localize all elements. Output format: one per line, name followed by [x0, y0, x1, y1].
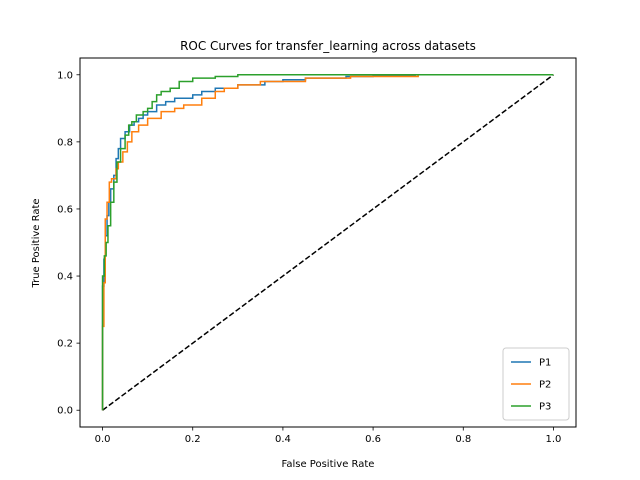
legend-box: [502, 347, 570, 421]
x-tick-label: 0.6: [365, 434, 381, 445]
x-tick-label: 0.0: [95, 434, 111, 445]
chart-title: ROC Curves for transfer_learning across …: [180, 39, 476, 53]
ticks: 0.0 0.2 0.4 0.6 0.8 1.0 0.0 0.2 0.4 0.6 0.8 1.0: [57, 70, 561, 445]
x-tick-label: 0.2: [185, 434, 201, 445]
x-tick-label: 0.4: [275, 434, 291, 445]
roc-curve-p2: [101, 74, 554, 411]
y-tick-label: 0.4: [57, 272, 73, 283]
x-axis-label: False Positive Rate: [282, 459, 375, 470]
y-axis-label: True Positive Rate: [31, 198, 42, 288]
y-tick-label: 0.6: [57, 204, 73, 215]
x-tick-label: 0.8: [455, 434, 471, 445]
legend: P1 P2 P3: [502, 347, 570, 421]
y-tick-label: 0.2: [57, 339, 73, 350]
axes-frame: [79, 57, 577, 428]
legend-label-p1: P1: [539, 358, 551, 369]
legend-label-p3: P3: [539, 402, 551, 413]
x-tick-label: 1.0: [546, 434, 562, 445]
y-tick-label: 0.0: [57, 406, 73, 417]
roc-curve-p3: [101, 74, 554, 411]
chance-diagonal: [102, 74, 554, 411]
y-tick-label: 1.0: [57, 70, 73, 81]
legend-label-p2: P2: [539, 380, 551, 391]
plot-area: [101, 74, 554, 411]
y-tick-label: 0.8: [57, 137, 73, 148]
